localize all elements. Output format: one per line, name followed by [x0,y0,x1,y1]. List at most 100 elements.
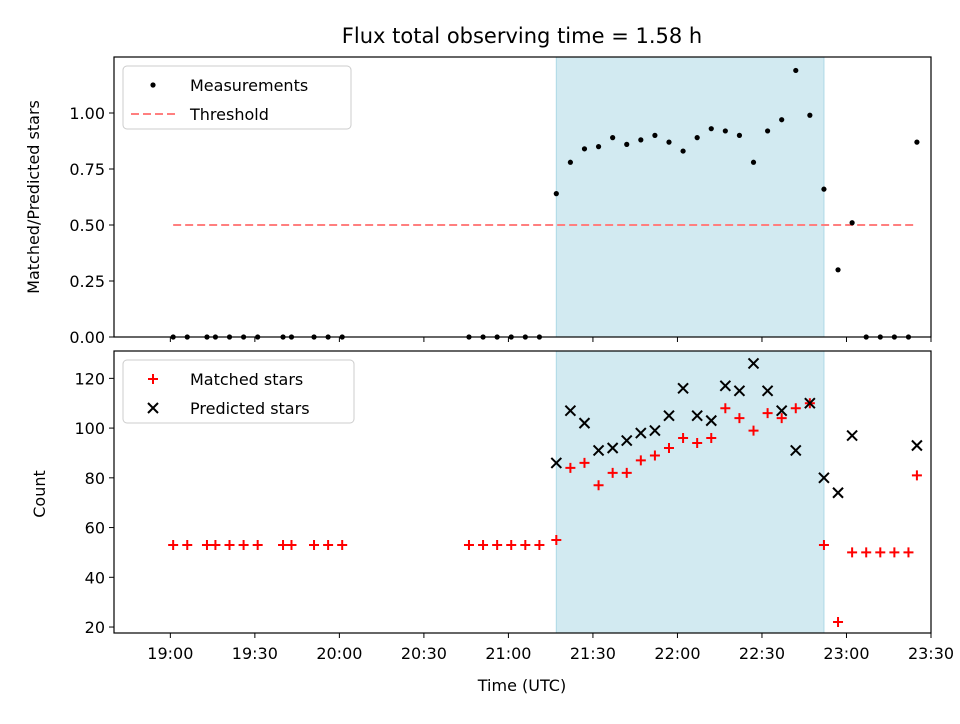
x-tick-label: 22:30 [739,644,785,663]
y-tick-label: 0.50 [69,216,105,235]
y-tick-label: 0.25 [69,272,105,291]
matched-star-point [252,539,263,550]
matched-star-point [286,539,297,550]
predicted-star-point [846,429,858,442]
matched-star-point [649,450,660,461]
measurement-point [793,67,799,74]
matched-star-point [790,403,801,414]
y-tick-label: 0.75 [69,160,105,179]
measurement-point [595,144,602,150]
matched-star-point [734,413,745,424]
matched-star-point [776,413,787,424]
measurement-point [835,267,841,273]
predicted-star-point [761,385,774,397]
matched-star-point [478,539,489,550]
measurement-point [849,220,855,226]
y-tick-label: 80 [85,469,105,488]
predicted-star-point [621,434,633,447]
measurement-point [736,132,743,138]
matched-star-point [889,547,900,558]
matched-star-point [551,534,562,545]
matched-star-point [762,408,773,419]
y-tick-label: 60 [85,519,105,538]
matched-star-point [224,539,235,550]
measurement-point [694,135,700,141]
predicted-star-point [832,487,844,499]
matched-star-point [309,539,320,550]
y-tick-label: 0.00 [69,328,105,347]
top-panel: 0.00 0.25 0.50 0.75 1.00 Measurements Threshol… [69,56,932,347]
matched-star-point [861,547,872,558]
measurement-point [666,139,672,145]
shaded-span [555,56,825,338]
measurement-point [581,146,588,152]
matched-star-point [678,433,689,444]
matched-star-point [210,539,221,550]
matched-star-point [201,539,212,550]
legend-box [122,65,352,130]
y-tick-label: 40 [85,568,105,587]
predicted-star-point [691,409,703,422]
measurement-point [722,128,728,134]
matched-star-point [182,539,193,550]
predicted-star-point [663,409,675,422]
matched-star-point [238,539,249,550]
matched-star-point [278,539,289,550]
matched-star-point [706,433,717,444]
legend: Matched stars Predicted stars [122,359,355,424]
predicted-star-point [818,472,830,484]
matched-star-point [911,470,922,481]
predicted-star-point [592,444,605,457]
legend-label: Threshold [189,105,269,124]
matched-star-point [323,539,334,550]
x-axis-label: Time (UTC) [477,676,566,695]
legend-label: Predicted stars [190,399,310,418]
matched-star-point [818,539,829,550]
predicted-star-point [790,444,802,457]
x-tick-label: 23:30 [908,644,954,663]
matched-star-point [579,457,590,468]
measurement-point [652,132,658,138]
predicted-star-point [635,427,647,439]
axes-frame [113,350,932,634]
matched-star-point [593,480,604,491]
matched-star-point [463,539,474,550]
measurement-point [914,139,920,145]
matched-star-point [692,438,703,449]
predicted-star-point [705,414,717,427]
x-tick-label: 20:30 [401,644,447,663]
measurement-point [624,141,630,147]
shaded-span [555,350,825,634]
x-tick-label: 19:00 [147,644,193,663]
matched-star-point [337,539,348,550]
matched-star-point [534,539,545,550]
predicted-star-point [733,385,746,397]
measurement-point [779,117,785,123]
predicted-star-point [550,457,563,469]
matched-star-point [621,467,632,478]
matched-star-point [875,547,886,558]
measurement-point [821,186,827,192]
predicted-star-point [911,439,923,452]
matched-star-point [748,425,759,436]
matched-star-point [663,442,674,453]
legend-label: Matched stars [190,370,303,389]
predicted-star-point [747,357,760,370]
matched-star-point [903,547,914,558]
matched-star-point [847,547,858,558]
predicted-star-point [677,382,689,395]
measurement-point [750,159,757,165]
bottom-y-axis-label: Count [30,470,49,518]
matched-star-point [607,467,618,478]
matched-star-point [635,455,646,466]
x-tick-label: 20:00 [316,644,362,663]
matched-star-point [492,539,503,550]
legend-matched-marker [148,374,158,384]
bottom-panel: 20 40 60 80 100 120 19:00 19:30 20:00 20:30 21:00 2… [74,350,954,663]
x-tick-label: 19:30 [232,644,278,663]
legend-label: Measurements [190,76,308,95]
measurement-point [765,128,771,134]
predicted-star-point [775,404,788,417]
axes-frame [113,56,932,338]
